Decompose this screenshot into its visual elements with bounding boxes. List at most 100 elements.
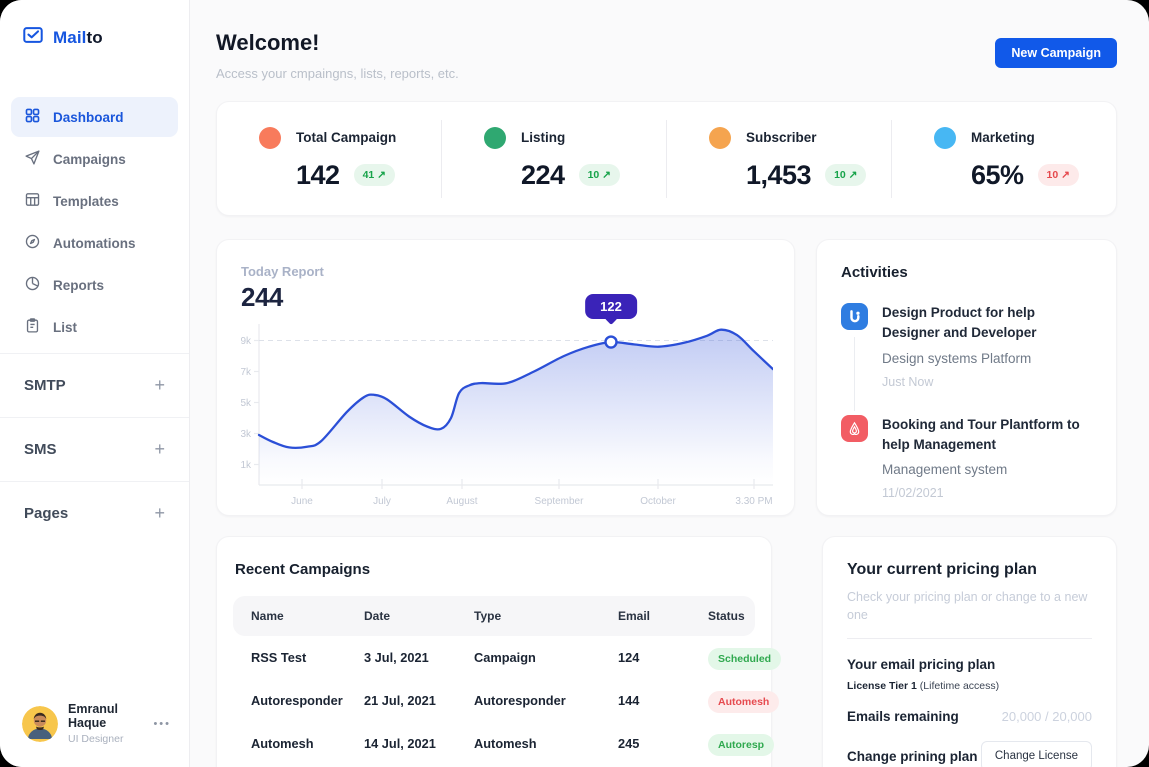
column-email: Email (618, 609, 651, 623)
svg-text:5k: 5k (241, 398, 252, 409)
activity-item[interactable]: Design Product for help Designer and Dev… (841, 303, 1092, 415)
brand-name: Mailto (53, 27, 103, 47)
activities-card: Activities Design Product for help Desig… (816, 239, 1117, 516)
stat-subscriber: Subscriber 1,453 10 ↗ (667, 119, 892, 198)
change-license-button[interactable]: Change License (980, 741, 1092, 767)
sky-dot-icon (934, 126, 956, 149)
column-name: Name (251, 609, 284, 623)
sidebar-item-label: Reports (53, 277, 105, 293)
compass-icon (24, 233, 41, 253)
campaign-type: Autoresponder (474, 693, 566, 708)
svg-text:7k: 7k (241, 367, 252, 378)
stat-marketing: Marketing 65% 10 ↗ (892, 120, 1116, 198)
campaign-name: RSS Test (251, 650, 307, 665)
recent-campaigns-card: Recent Campaigns Name Date Type Email St… (216, 536, 782, 767)
user-role: UI Designer (68, 733, 124, 745)
sidebar-section-pages[interactable]: Pages + (0, 481, 189, 545)
sidebar-item-label: List (53, 319, 78, 335)
column-date: Date (364, 609, 391, 623)
b-logo-icon (841, 303, 868, 330)
plus-icon[interactable]: + (154, 375, 165, 395)
svg-text:July: July (373, 496, 391, 507)
plan-heading: Your email pricing plan (847, 657, 996, 672)
stat-total-campaign: Total Campaign 142 41 ↗ (217, 119, 442, 198)
sidebar-item-campaigns[interactable]: Campaigns (11, 139, 178, 179)
brand-logo: Mailto (0, 0, 189, 51)
status-badge: Automesh (708, 691, 780, 713)
table-row[interactable]: RSS Test 3 Jul, 2021 Campaign 124 Schedu… (233, 636, 782, 679)
campaign-date: 14 Jul, 2021 (364, 736, 436, 751)
sidebar-item-label: Automations (53, 235, 136, 251)
page-subtitle: Access your cmpaingns, lists, reports, e… (216, 66, 459, 81)
svg-text:October: October (640, 496, 676, 507)
sidebar-item-label: Campaigns (53, 151, 126, 167)
svg-text:September: September (535, 496, 585, 507)
sidebar-section-smtp[interactable]: SMTP + (0, 353, 189, 417)
recent-campaigns-title: Recent Campaigns (235, 561, 371, 578)
stat-value: 1,453 (746, 159, 812, 190)
pricing-title: Your current pricing plan (847, 561, 1037, 578)
page-header: Welcome! Access your cmpaingns, lists, r… (216, 30, 1117, 81)
status-badge: Autoresp (708, 734, 775, 756)
sidebar-item-templates[interactable]: Templates (11, 181, 178, 221)
stat-value: 224 (521, 159, 565, 190)
trend-badge: 10 ↗ (825, 164, 867, 186)
svg-text:1k: 1k (241, 460, 252, 471)
section-label: Pages (24, 505, 69, 522)
sidebar-item-label: Dashboard (53, 109, 124, 125)
user-name: Emranul Haque (68, 702, 119, 730)
sidebar: Mailto Dashboard Campaigns Templates Aut… (0, 0, 190, 767)
campaign-name: Autoresponder (251, 693, 343, 708)
chart-label: Today Report (241, 264, 324, 279)
pricing-subtitle: Check your pricing plan or change to a n… (847, 590, 1088, 622)
activity-subtitle: Design systems Platform (882, 350, 1032, 366)
mail-envelope-icon (22, 24, 44, 51)
license-line: License Tier 1 (Lifetime access) (847, 680, 1000, 692)
activity-time: 11/02/2021 (882, 486, 944, 500)
activity-time: Just Now (882, 374, 934, 389)
coral-dot-icon (259, 126, 281, 149)
activity-item[interactable]: Booking and Tour Plantform to help Manag… (841, 414, 1092, 527)
stats-card: Total Campaign 142 41 ↗ Listing 224 10 ↗ S… (216, 101, 1117, 216)
activity-title: Design Product for help Designer and Dev… (882, 305, 1037, 341)
emails-remaining-value: 20,000 / 20,000 (1001, 709, 1092, 724)
report-chart-svg: 1k 3k 5k 7k 9k June July August September October… (240, 324, 775, 507)
column-type: Type (474, 609, 502, 623)
templates-grid-icon (24, 191, 41, 211)
svg-text:August: August (446, 496, 477, 507)
sidebar-section-sms[interactable]: SMS + (0, 417, 189, 481)
chart-render-target: 1k 3k 5k 7k 9k June July August September October… (240, 324, 775, 507)
stat-listing: Listing 224 10 ↗ (442, 119, 667, 198)
plus-icon[interactable]: + (154, 503, 165, 523)
chart-total-value: 244 (241, 282, 283, 312)
campaign-type: Campaign (474, 650, 536, 665)
divider (847, 638, 1092, 639)
trend-badge: 41 ↗ (353, 164, 395, 186)
emails-remaining-label: Emails remaining (847, 709, 959, 724)
activity-subtitle: Management system (882, 462, 1008, 477)
sidebar-item-dashboard[interactable]: Dashboard (11, 97, 178, 137)
airbnb-icon (841, 414, 868, 442)
change-plan-label: Change prining plan (847, 748, 978, 764)
sidebar-item-automations[interactable]: Automations (11, 223, 178, 263)
new-campaign-button[interactable]: New Campaign (995, 38, 1117, 68)
pie-chart-icon (24, 275, 41, 295)
sidebar-item-reports[interactable]: Reports (11, 265, 178, 305)
plus-icon[interactable]: + (154, 439, 165, 459)
more-options-icon[interactable]: ••• (153, 717, 171, 730)
table-row[interactable]: Automesh 14 Jul, 2021 Automesh 245 Autor… (233, 722, 775, 765)
avatar[interactable] (22, 705, 58, 742)
orange-dot-icon (709, 126, 731, 149)
column-status: Status (708, 609, 745, 623)
dashboard-grid-icon (24, 107, 41, 127)
section-label: SMS (24, 441, 57, 458)
trend-badge: 10 ↗ (578, 164, 620, 186)
main-content: Welcome! Access your cmpaingns, lists, r… (190, 0, 1149, 767)
status-badge: Scheduled (708, 648, 782, 670)
table-row[interactable]: Autoresponder 21 Jul, 2021 Autoresponder… (233, 679, 780, 722)
sidebar-item-list[interactable]: List (11, 307, 178, 347)
campaign-email: 124 (618, 650, 640, 665)
campaign-email: 144 (618, 693, 640, 708)
user-profile: Emranul Haque UI Designer ••• (0, 686, 189, 767)
